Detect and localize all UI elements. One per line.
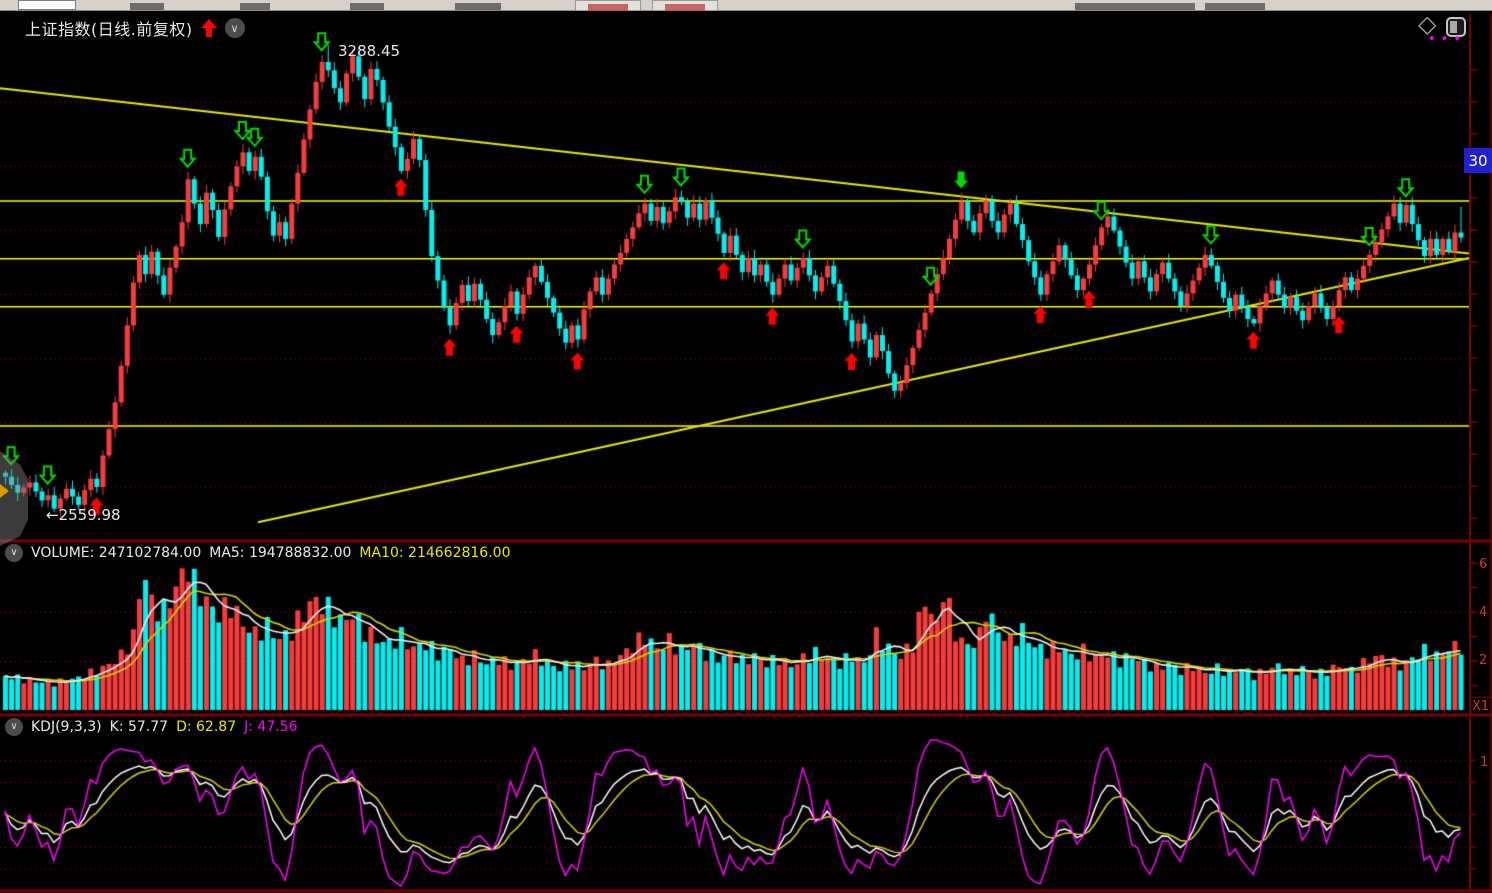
toolbar-remnant bbox=[130, 3, 164, 10]
chart-title-row: 上证指数(日线.前复权) ∨ bbox=[25, 16, 245, 40]
kdj-title: KDJ(9,3,3) bbox=[31, 719, 102, 735]
panel-toggle-icon[interactable] bbox=[1446, 17, 1466, 37]
toolbar-remnant bbox=[455, 3, 501, 10]
kdj-k-value: K: 57.77 bbox=[109, 719, 169, 735]
volume-multiplier-label: X1 bbox=[1472, 699, 1490, 714]
volume-value: VOLUME: 247102784.00 bbox=[31, 545, 202, 561]
collapse-price-chevron-icon[interactable]: ∨ bbox=[224, 18, 245, 38]
collapse-kdj-chevron-icon[interactable]: ∨ bbox=[5, 718, 23, 736]
kdj-j-value: J: 47.56 bbox=[244, 719, 298, 735]
peak-price-label: 3288.45 bbox=[338, 42, 401, 60]
volume-header: ∨ VOLUME: 247102784.00 MA5: 194788832.00… bbox=[5, 544, 510, 562]
toolbar-remnant-button bbox=[652, 0, 718, 11]
toolbar-remnant bbox=[1205, 3, 1265, 10]
volume-ma5-value: MA5: 194788832.00 bbox=[209, 545, 352, 561]
low-price-label: ←2559.98 bbox=[46, 506, 121, 524]
toolbar-remnant bbox=[1075, 3, 1195, 10]
toolbar-remnant bbox=[240, 3, 270, 10]
price-badge: 30 bbox=[1464, 148, 1492, 173]
diamond-icon[interactable]: ◇ bbox=[1418, 10, 1437, 38]
more-menu-dots-icon[interactable]: ••• bbox=[1428, 32, 1467, 47]
kdj-d-value: D: 62.87 bbox=[176, 719, 237, 735]
kdj-header: ∨ KDJ(9,3,3) K: 57.77 D: 62.87 J: 47.56 bbox=[5, 718, 297, 736]
left-edge-marker-icon bbox=[0, 484, 9, 498]
volume-axis-tick-2: 2 bbox=[1479, 653, 1488, 668]
volume-ma10-value: MA10: 214662816.00 bbox=[359, 545, 511, 561]
volume-axis-tick-6: 6 bbox=[1479, 557, 1488, 572]
volume-axis-tick-4: 4 bbox=[1479, 605, 1488, 620]
top-toolbar bbox=[0, 0, 1492, 11]
collapse-volume-chevron-icon[interactable]: ∨ bbox=[5, 544, 23, 562]
toolbar-input-box bbox=[18, 0, 76, 10]
kdj-axis-label: 1 bbox=[1480, 755, 1489, 770]
toolbar-remnant-button bbox=[575, 0, 641, 11]
toolbar-remnant bbox=[350, 3, 384, 10]
chart-title: 上证指数(日线.前复权) bbox=[25, 20, 193, 39]
trend-up-arrow-icon bbox=[200, 18, 217, 38]
